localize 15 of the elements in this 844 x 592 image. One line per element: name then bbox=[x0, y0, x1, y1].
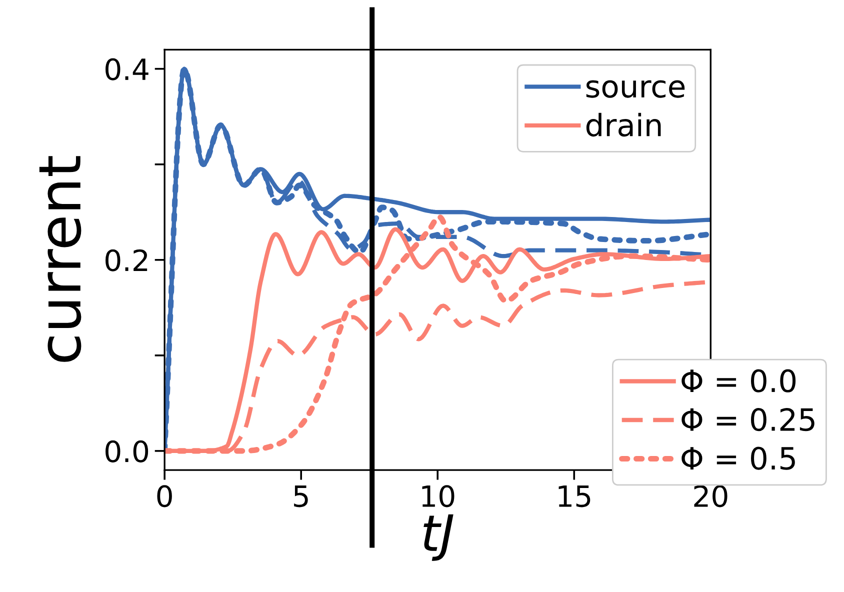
y-tick-label: 0.2 bbox=[106, 249, 148, 272]
y-axis-title: current bbox=[39, 156, 82, 362]
legend-label: Φ = 0.25 bbox=[682, 408, 814, 432]
x-tick-label: 0 bbox=[157, 485, 172, 508]
annotation: drain bbox=[586, 112, 661, 137]
legend-label: Φ = 0.5 bbox=[682, 446, 795, 470]
y-tick-label: 0.0 bbox=[106, 440, 148, 462]
x-tick-label: 10 bbox=[422, 485, 454, 508]
y-tick-label: 0.4 bbox=[106, 58, 148, 80]
x-axis-title: tJ bbox=[424, 514, 454, 561]
legend-label: Φ = 0.0 bbox=[682, 369, 796, 392]
x-tick-label: 15 bbox=[558, 486, 590, 508]
x-tick-label: 20 bbox=[694, 485, 728, 508]
legend-label: source bbox=[586, 80, 685, 98]
x-tick-label: 5 bbox=[294, 486, 308, 508]
